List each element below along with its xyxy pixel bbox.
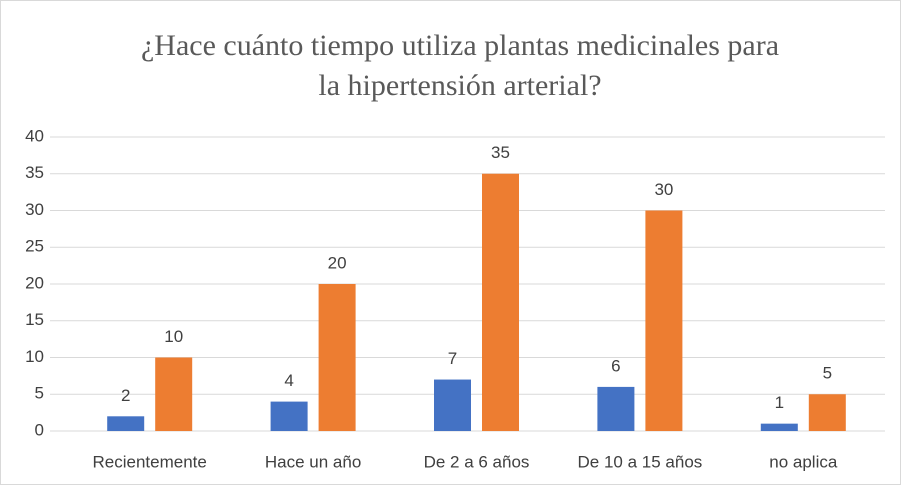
x-tick-label: Hace un año	[265, 452, 361, 471]
bar	[434, 379, 471, 431]
data-label: 10	[164, 327, 183, 346]
bar	[107, 416, 145, 431]
y-tick-label: 25	[25, 237, 44, 256]
x-tick-label: De 10 a 15 años	[578, 452, 703, 471]
chart-title: ¿Hace cuánto tiempo utiliza plantas medi…	[140, 29, 780, 102]
y-tick-label: 20	[25, 273, 44, 292]
data-label: 5	[823, 364, 832, 383]
bar	[808, 394, 846, 431]
data-label: 20	[328, 253, 347, 272]
data-label: 4	[284, 371, 293, 390]
x-tick-label: De 2 a 6 años	[424, 452, 530, 471]
bar	[645, 210, 683, 431]
y-tick-label: 30	[25, 200, 44, 219]
bar	[155, 357, 193, 431]
bar	[318, 284, 356, 431]
data-label: 6	[611, 356, 620, 375]
bar	[270, 401, 308, 431]
x-tick-label: no aplica	[769, 452, 838, 471]
data-label: 35	[491, 143, 510, 162]
x-tick-label: Recientemente	[93, 452, 207, 471]
data-label: 2	[121, 386, 130, 405]
bar	[482, 173, 519, 431]
data-label: 7	[448, 349, 457, 368]
y-tick-label: 15	[25, 310, 44, 329]
y-tick-label: 5	[35, 384, 44, 403]
bar	[597, 386, 635, 431]
y-tick-label: 40	[25, 126, 44, 145]
y-tick-label: 0	[35, 420, 44, 439]
y-tick-label: 10	[25, 347, 44, 366]
bar	[760, 423, 798, 431]
data-label: 1	[775, 393, 784, 412]
y-tick-label: 35	[25, 163, 44, 182]
data-label: 30	[654, 180, 673, 199]
